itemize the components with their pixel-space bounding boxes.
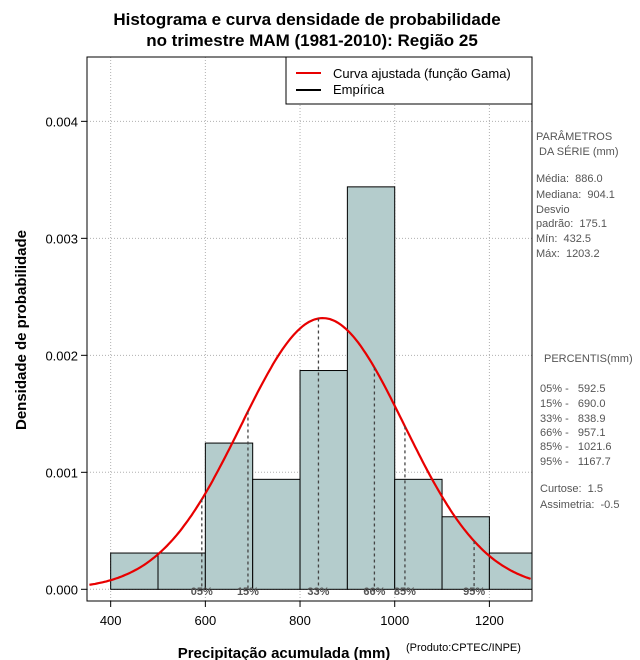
y-axis: 0.000 0.001 0.002 0.003 0.004 xyxy=(45,114,87,597)
percentile-label: 33% xyxy=(307,586,329,598)
histogram-bar xyxy=(157,552,206,590)
percentile-label: 66% xyxy=(363,586,385,598)
legend-label-empirical: Empírica xyxy=(333,82,385,97)
y-axis-label: Densidade de probabilidade xyxy=(13,230,30,430)
y-tick-label: 0.004 xyxy=(45,114,78,129)
params-title-line2: DA SÉRIE (mm) xyxy=(536,145,619,158)
stat-skewness: Assimetria: -0.5 xyxy=(540,499,619,511)
param-sd: padrão: 175.1 xyxy=(536,218,607,230)
percentiles-panel: PERCENTIS(mm) 05% - 592.5 15% - 690.0 33… xyxy=(540,353,633,511)
histogram-bar xyxy=(441,516,490,590)
percentile-label: 85% xyxy=(394,586,416,598)
chart-title-line1: Histograma e curva densidade de probabil… xyxy=(113,10,500,29)
fitted-curve-line xyxy=(89,316,531,586)
param-max: Máx: 1203.2 xyxy=(536,248,600,260)
percentile-label: 15% xyxy=(237,586,259,598)
product-credit: (Produto:CPTEC/INPE) xyxy=(406,642,521,654)
param-median: Mediana: 904.1 xyxy=(536,189,615,201)
percentil-66: 66% - 957.1 xyxy=(540,427,605,439)
x-tick-label: 800 xyxy=(289,613,311,628)
histogram-bar xyxy=(204,442,254,590)
percentil-05: 05% - 592.5 xyxy=(540,383,605,395)
legend-label-curve: Curva ajustada (função Gama) xyxy=(333,66,511,81)
histogram-bars xyxy=(110,186,532,590)
param-sd-label: Desvio xyxy=(536,204,570,216)
x-tick-label: 400 xyxy=(100,613,122,628)
percentil-85: 85% - 1021.6 xyxy=(540,441,612,453)
percentile-markers: 05% 15% 33% 66% 85% 95% xyxy=(191,318,485,598)
chart-title-line2: no trimestre MAM (1981-2010): Região 25 xyxy=(146,31,478,50)
y-tick-label: 0.001 xyxy=(45,465,78,480)
param-min: Mín: 432.5 xyxy=(536,233,591,245)
y-tick-label: 0.000 xyxy=(45,582,78,597)
percentile-label: 05% xyxy=(191,586,213,598)
x-tick-label: 1000 xyxy=(380,613,409,628)
histogram-bar xyxy=(346,186,396,590)
params-title-line1: PARÂMETROS xyxy=(536,130,612,143)
x-axis: 400 600 800 1000 1200 xyxy=(100,601,504,628)
percentis-title: PERCENTIS(mm) xyxy=(544,353,633,365)
stat-kurtosis: Curtose: 1.5 xyxy=(540,483,603,495)
percentile-label: 95% xyxy=(463,586,485,598)
y-tick-label: 0.002 xyxy=(45,348,78,363)
histogram-bar xyxy=(394,478,443,590)
x-axis-label: Precipitação acumulada (mm) xyxy=(178,645,391,660)
series-parameters-panel: PARÂMETROS DA SÉRIE (mm) Média: 886.0 Me… xyxy=(536,130,619,260)
fitted-curve xyxy=(89,316,531,586)
x-tick-label: 600 xyxy=(194,613,216,628)
percentil-95: 95% - 1167.7 xyxy=(540,456,611,468)
x-tick-label: 1200 xyxy=(475,613,504,628)
histogram-bar xyxy=(252,478,301,590)
percentil-33: 33% - 838.9 xyxy=(540,413,605,425)
legend-box xyxy=(285,56,533,105)
percentil-15: 15% - 690.0 xyxy=(540,398,605,410)
histogram-bar xyxy=(299,370,348,590)
legend: Curva ajustada (função Gama) Empírica xyxy=(285,56,533,105)
param-mean: Média: 886.0 xyxy=(536,173,603,185)
y-tick-label: 0.003 xyxy=(45,231,78,246)
